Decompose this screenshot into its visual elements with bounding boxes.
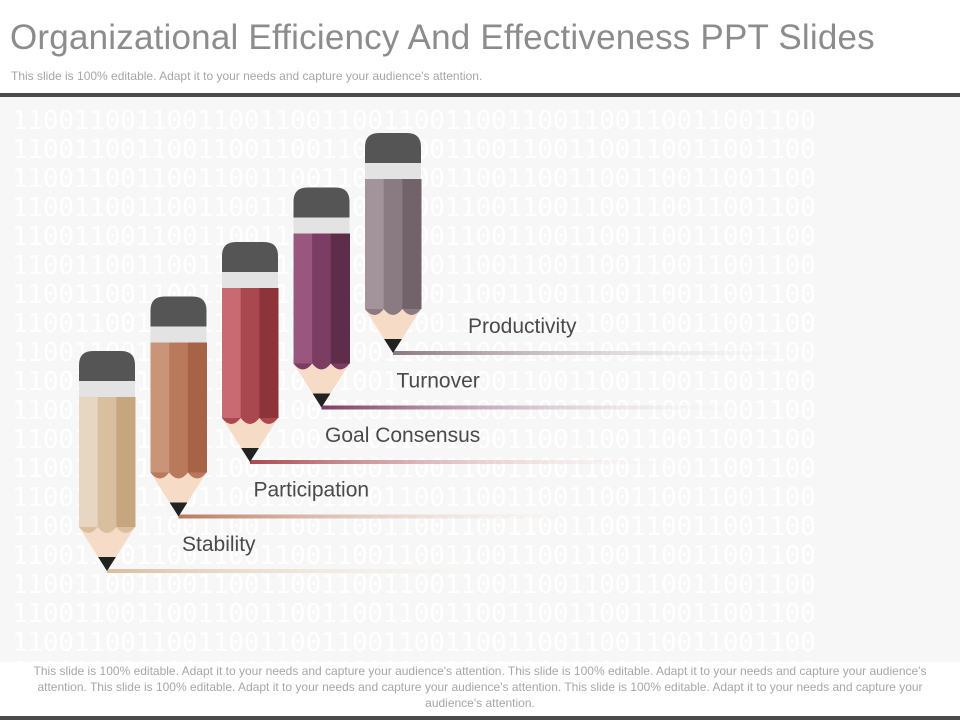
page-title: Organizational Efficiency And Effectiven… (10, 18, 875, 57)
pencil-body-stripe (150, 342, 170, 473)
step-label-1: Stability (182, 533, 256, 556)
pencil-wood-cone (150, 472, 207, 517)
pencil-nib (312, 393, 331, 408)
pencil-nib (98, 557, 116, 571)
bottom-divider (0, 716, 960, 720)
pencil-3: Goal Consensus (222, 242, 700, 464)
pencil-scallop (150, 472, 207, 479)
pencil-scallop (293, 363, 350, 370)
pencil-1: Stability (79, 351, 557, 573)
guide-line-5 (393, 351, 843, 355)
pencil-body-stripe (383, 179, 403, 309)
graphic-panel: 1100110011001100110011001100110011001100… (0, 97, 960, 662)
pencil-eraser (365, 133, 421, 163)
pencil-scallop (79, 527, 135, 533)
pencil-scallop (222, 418, 278, 424)
pencil-body-stripe (222, 288, 242, 418)
guide-line-2 (178, 514, 629, 519)
pencil-body-stripe (330, 233, 350, 364)
pencil-body-stripe (169, 342, 189, 473)
pencil-band (222, 272, 278, 288)
pencil-body-stripe (97, 397, 117, 527)
top-divider (0, 93, 960, 97)
pencil-eraser (150, 296, 207, 327)
pencil-eraser (79, 351, 135, 381)
pencil-eraser (293, 187, 350, 218)
pencil-scallop (365, 309, 421, 315)
pencil-body-stripe (116, 397, 136, 527)
pencil-body-stripe (293, 233, 313, 364)
pencil-body-stripe (79, 397, 99, 527)
pencil-band (79, 381, 135, 397)
pencil-wood-cone (293, 363, 350, 408)
step-label-2: Participation (254, 479, 370, 502)
pencil-eraser (222, 242, 278, 272)
pencil-body-stripe (187, 342, 207, 473)
step-label-3: Goal Consensus (325, 424, 480, 447)
pencil-2: Participation (150, 296, 629, 519)
page-subtitle: This slide is 100% editable. Adapt it to… (11, 69, 483, 83)
guide-line-3 (250, 460, 700, 464)
step-label-5: Productivity (468, 315, 577, 338)
pencil-body-stripe (365, 179, 385, 309)
pencil-nib (384, 339, 402, 353)
pencil-wood-cone (365, 309, 421, 353)
pencil-band (293, 217, 350, 234)
footer-note: This slide is 100% editable. Adapt it to… (33, 664, 927, 710)
guide-line-1 (107, 569, 557, 573)
pencil-body-stripe (402, 179, 422, 309)
pencil-nib (241, 448, 259, 462)
pencil-5: Productivity (365, 133, 843, 355)
pencil-steps-graphic: Stability Participation Goal Consensus Turn… (79, 133, 843, 573)
pencil-band (150, 326, 207, 343)
guide-line-4 (321, 405, 772, 410)
pencil-body-stripe (312, 233, 332, 364)
pencil-wood-cone (79, 527, 135, 571)
pencil-nib (169, 502, 188, 517)
pencil-body-stripe (240, 288, 260, 418)
step-label-4: Turnover (397, 370, 480, 393)
pencil-band (365, 163, 421, 179)
pencil-body-stripe (259, 288, 279, 418)
pencil-wood-cone (222, 418, 278, 462)
pencil-4: Turnover (293, 187, 772, 410)
